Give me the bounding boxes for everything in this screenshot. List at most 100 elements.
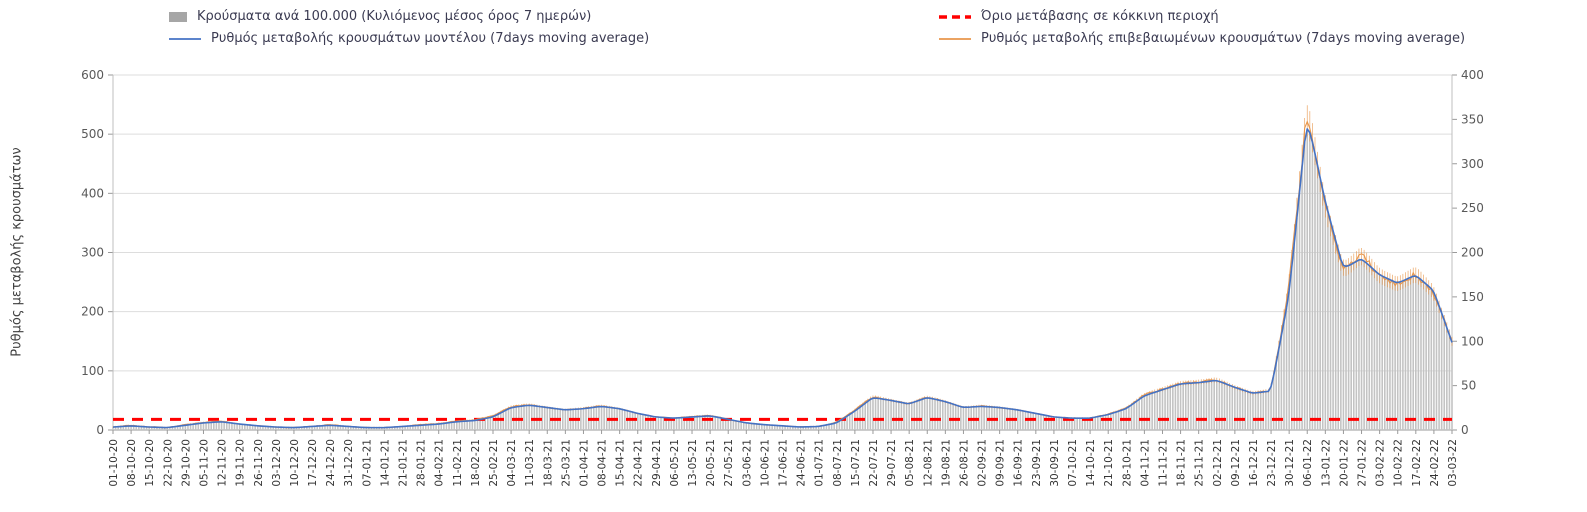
- svg-text:23-12-21: 23-12-21: [1266, 439, 1278, 487]
- svg-text:01-04-21: 01-04-21: [578, 439, 590, 487]
- svg-text:01-07-21: 01-07-21: [814, 439, 826, 487]
- legend-label-threshold: Όριο μετάβασης σε κόκκινη περιοχή: [981, 9, 1219, 24]
- blue-line-icon: [169, 37, 201, 40]
- svg-text:400: 400: [1461, 68, 1484, 82]
- svg-text:11-03-21: 11-03-21: [524, 439, 536, 487]
- y-axis-title: Ρυθμός μεταβολής κρουσμάτων: [9, 147, 25, 357]
- svg-text:13-01-22: 13-01-22: [1320, 439, 1332, 487]
- svg-text:14-01-21: 14-01-21: [379, 439, 391, 487]
- svg-text:100: 100: [1461, 334, 1484, 348]
- svg-text:04-02-21: 04-02-21: [434, 439, 446, 487]
- svg-text:400: 400: [81, 186, 104, 200]
- svg-text:18-02-21: 18-02-21: [470, 439, 482, 487]
- red-dashed-line-icon: [939, 14, 971, 19]
- svg-text:300: 300: [81, 246, 104, 260]
- svg-text:30-12-21: 30-12-21: [1284, 439, 1296, 487]
- legend-label-confirmed: Ρυθμός μεταβολής επιβεβαιωμένων κρουσμάτ…: [981, 31, 1466, 46]
- legend-item-confirmed-rate: Ρυθμός μεταβολής επιβεβαιωμένων κρουσμάτ…: [938, 31, 1465, 46]
- svg-text:27-01-22: 27-01-22: [1357, 439, 1369, 487]
- svg-text:05-08-21: 05-08-21: [904, 439, 916, 487]
- svg-text:100: 100: [81, 364, 104, 378]
- svg-text:17-02-22: 17-02-22: [1411, 439, 1423, 487]
- svg-text:18-11-21: 18-11-21: [1176, 439, 1188, 487]
- svg-text:19-08-21: 19-08-21: [940, 439, 952, 487]
- svg-text:28-01-21: 28-01-21: [416, 439, 428, 487]
- svg-text:50: 50: [1461, 379, 1476, 393]
- legend-item-red-threshold: Όριο μετάβασης σε κόκκινη περιοχή: [938, 9, 1465, 24]
- svg-text:0: 0: [1461, 423, 1469, 437]
- svg-text:27-05-21: 27-05-21: [723, 439, 735, 487]
- svg-text:23-09-21: 23-09-21: [1031, 439, 1043, 487]
- bar-swatch-icon: [169, 11, 187, 22]
- svg-text:25-03-21: 25-03-21: [560, 439, 572, 487]
- svg-text:08-10-20: 08-10-20: [126, 439, 138, 487]
- svg-text:300: 300: [1461, 157, 1484, 171]
- svg-text:05-11-20: 05-11-20: [198, 439, 210, 487]
- svg-text:25-11-21: 25-11-21: [1194, 439, 1206, 487]
- svg-text:15-10-20: 15-10-20: [144, 439, 156, 487]
- svg-text:03-12-20: 03-12-20: [271, 439, 283, 487]
- svg-text:30-09-21: 30-09-21: [1049, 439, 1061, 487]
- svg-text:02-12-21: 02-12-21: [1212, 439, 1224, 487]
- svg-text:12-11-20: 12-11-20: [217, 439, 229, 487]
- svg-text:500: 500: [81, 127, 104, 141]
- svg-text:10-12-20: 10-12-20: [289, 439, 301, 487]
- svg-text:03-02-22: 03-02-22: [1375, 439, 1387, 487]
- svg-text:08-07-21: 08-07-21: [832, 439, 844, 487]
- svg-text:13-05-21: 13-05-21: [687, 439, 699, 487]
- svg-text:16-09-21: 16-09-21: [1013, 439, 1025, 487]
- svg-text:250: 250: [1461, 201, 1484, 215]
- legend-label-model: Ρυθμός μεταβολής κρουσμάτων μοντέλου (7d…: [211, 31, 650, 46]
- svg-text:21-10-21: 21-10-21: [1103, 439, 1115, 487]
- svg-text:200: 200: [1461, 246, 1484, 260]
- svg-text:200: 200: [81, 305, 104, 319]
- legend-item-cases-per-100k: Κρούσματα ανά 100.000 (Κυλιόμενος μέσος …: [168, 9, 938, 24]
- svg-text:22-10-20: 22-10-20: [162, 439, 174, 487]
- svg-text:15-04-21: 15-04-21: [615, 439, 627, 487]
- svg-text:25-02-21: 25-02-21: [488, 439, 500, 487]
- svg-text:0: 0: [96, 423, 104, 437]
- svg-text:17-12-20: 17-12-20: [307, 439, 319, 487]
- svg-text:31-12-20: 31-12-20: [343, 439, 355, 487]
- svg-text:24-02-22: 24-02-22: [1429, 439, 1441, 487]
- svg-text:01-10-20: 01-10-20: [108, 439, 120, 487]
- svg-text:03-03-22: 03-03-22: [1447, 439, 1459, 487]
- svg-text:20-01-22: 20-01-22: [1338, 439, 1350, 487]
- svg-text:17-06-21: 17-06-21: [778, 439, 790, 487]
- svg-text:11-11-21: 11-11-21: [1157, 439, 1169, 487]
- svg-text:16-12-21: 16-12-21: [1248, 439, 1260, 487]
- svg-text:29-10-20: 29-10-20: [180, 439, 192, 487]
- legend-label-cases: Κρούσματα ανά 100.000 (Κυλιόμενος μέσος …: [197, 9, 592, 24]
- svg-text:24-12-20: 24-12-20: [325, 439, 337, 487]
- svg-text:29-04-21: 29-04-21: [651, 439, 663, 487]
- svg-text:20-05-21: 20-05-21: [705, 439, 717, 487]
- svg-text:04-03-21: 04-03-21: [506, 439, 518, 487]
- svg-text:02-09-21: 02-09-21: [977, 439, 989, 487]
- svg-text:06-01-22: 06-01-22: [1302, 439, 1314, 487]
- svg-text:08-04-21: 08-04-21: [597, 439, 609, 487]
- svg-text:24-06-21: 24-06-21: [796, 439, 808, 487]
- svg-text:18-03-21: 18-03-21: [542, 439, 554, 487]
- svg-text:11-02-21: 11-02-21: [452, 439, 464, 487]
- svg-text:06-05-21: 06-05-21: [669, 439, 681, 487]
- svg-text:12-08-21: 12-08-21: [922, 439, 934, 487]
- svg-text:04-11-21: 04-11-21: [1139, 439, 1151, 487]
- svg-text:28-10-21: 28-10-21: [1121, 439, 1133, 487]
- svg-text:09-12-21: 09-12-21: [1230, 439, 1242, 487]
- svg-text:15-07-21: 15-07-21: [850, 439, 862, 487]
- svg-text:03-06-21: 03-06-21: [741, 439, 753, 487]
- svg-text:10-02-22: 10-02-22: [1393, 439, 1405, 487]
- svg-text:350: 350: [1461, 112, 1484, 126]
- svg-text:07-01-21: 07-01-21: [361, 439, 373, 487]
- legend-item-model-rate: Ρυθμός μεταβολής κρουσμάτων μοντέλου (7d…: [168, 31, 938, 46]
- svg-text:22-04-21: 22-04-21: [633, 439, 645, 487]
- svg-text:09-09-21: 09-09-21: [995, 439, 1007, 487]
- svg-text:26-08-21: 26-08-21: [958, 439, 970, 487]
- svg-text:29-07-21: 29-07-21: [886, 439, 898, 487]
- svg-text:21-01-21: 21-01-21: [398, 439, 410, 487]
- svg-text:150: 150: [1461, 290, 1484, 304]
- svg-text:14-10-21: 14-10-21: [1085, 439, 1097, 487]
- svg-text:10-06-21: 10-06-21: [759, 439, 771, 487]
- svg-text:26-11-20: 26-11-20: [253, 439, 265, 487]
